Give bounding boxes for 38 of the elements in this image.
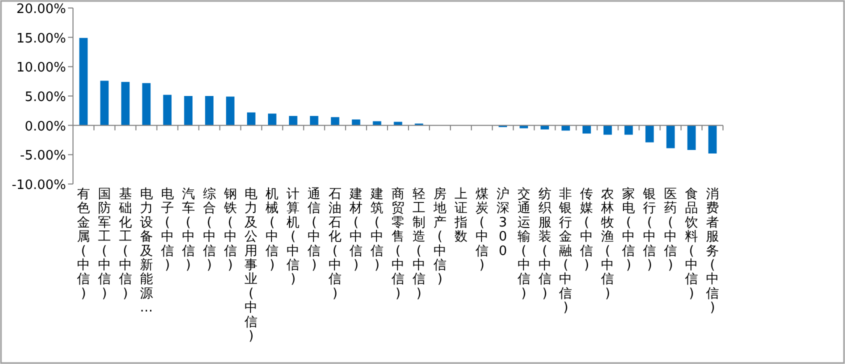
x-tick-label: 家电(中信) — [622, 186, 636, 273]
category-label: 电力设备及新能源… — [140, 187, 153, 316]
x-tick-label: 建材(中信) — [348, 187, 363, 273]
x-tick-label: 钢铁(中信) — [222, 187, 237, 273]
y-tick-label: 15.00% — [16, 31, 66, 46]
x-tick-label: 综合(中信) — [202, 187, 216, 273]
y-tick-label: 5.00% — [24, 90, 66, 105]
y-tick-label: 10.00% — [16, 60, 66, 76]
x-tick-label: 计算机(中信) — [286, 187, 300, 288]
x-tick-label: 电子(中信) — [160, 187, 174, 273]
x-tick-label: 建筑(中信) — [370, 187, 384, 273]
x-tick-label: 有色金属(中信) — [76, 187, 90, 302]
y-tick-label: 0.00% — [24, 119, 66, 134]
x-tick-label: 轻工制造(中信) — [412, 187, 426, 302]
x-tick-label: 基础化工(中信) — [118, 187, 132, 302]
y-tick-label: -10.00% — [12, 178, 66, 193]
x-tick-label: 汽车(中信) — [182, 187, 195, 273]
x-tick-label: 石油石化(中信) — [328, 187, 342, 302]
x-tick-label: 沪深300 — [496, 186, 510, 259]
category-label: 非银行金融(中信) — [559, 187, 572, 316]
x-tick-label: 机械(中信) — [266, 187, 279, 273]
x-tick-label: 房地产(中信) — [432, 186, 446, 288]
x-tick-label: 通信(中信) — [308, 187, 321, 273]
x-tick-label: 传媒(中信) — [580, 187, 594, 273]
y-tick-label: 20.00% — [16, 2, 66, 17]
x-tick-label: 上证指数 — [453, 187, 468, 245]
x-tick-label: 食品饮料(中信) — [684, 187, 698, 302]
x-tick-label: 国防军工(中信) — [98, 187, 111, 302]
x-tick-label: 交通运输(中信) — [517, 186, 530, 302]
x-tick-label: 纺织服装(中信) — [538, 187, 552, 302]
x-tick-label: 医药(中信) — [664, 187, 678, 273]
x-tick-label: 银行(中信) — [642, 187, 656, 273]
y-tick-label: -5.00% — [20, 148, 66, 164]
category-label: 消费者服务(中信) — [706, 187, 720, 316]
category-label: 电力及公用事业(中信) — [244, 187, 258, 344]
x-tick-label: 农林牧渔(中信) — [600, 187, 614, 302]
x-tick-label: 煤炭(中信) — [475, 187, 488, 273]
x-tick-label: 商贸零售(中信) — [392, 187, 404, 302]
